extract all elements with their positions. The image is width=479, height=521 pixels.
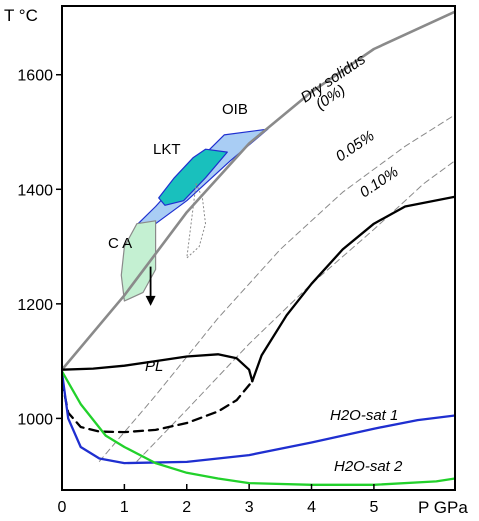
x-tick-label-2: 2 bbox=[182, 499, 191, 516]
series-line-5 bbox=[62, 380, 254, 434]
series-line-1 bbox=[98, 114, 455, 462]
series-line-4 bbox=[251, 195, 455, 383]
x-tick-label-1: 1 bbox=[120, 499, 129, 516]
series-line-7 bbox=[62, 370, 455, 486]
arrow-head bbox=[145, 295, 156, 306]
y-tick-label-1000: 1000 bbox=[17, 411, 53, 428]
y-axis-title: T °C bbox=[4, 6, 38, 25]
annotation-oib: OIB bbox=[222, 101, 248, 118]
series-line-6 bbox=[62, 371, 455, 465]
x-axis-title: P GPa bbox=[418, 498, 468, 517]
x-tick-label-4: 4 bbox=[307, 499, 316, 516]
annotation-0-05: 0.05% bbox=[333, 127, 378, 165]
annotation-0-10: 0.10% bbox=[357, 163, 402, 201]
series-line-2 bbox=[136, 160, 455, 462]
series-line-0 bbox=[62, 10, 455, 372]
plot-frame bbox=[61, 5, 456, 491]
chart-regions bbox=[120, 128, 269, 302]
chart-ticks: 0 1 2 3 4 5 1000 1200 1400 1600 bbox=[17, 68, 378, 516]
y-tick-label-1600: 1600 bbox=[17, 68, 53, 85]
chart-series bbox=[62, 10, 455, 486]
series-line-3 bbox=[62, 353, 254, 383]
annotation-pl: PL bbox=[145, 358, 163, 375]
region-lkt bbox=[158, 148, 228, 206]
chart-arrow bbox=[145, 266, 156, 306]
x-tick-label-5: 5 bbox=[369, 499, 378, 516]
y-tick-label-1200: 1200 bbox=[17, 297, 53, 314]
annotation-lkt: LKT bbox=[153, 141, 181, 158]
annotation-ca: C A bbox=[108, 235, 132, 252]
annotation-h2o-sat-2: H2O-sat 2 bbox=[334, 458, 403, 475]
x-tick-label-3: 3 bbox=[245, 499, 254, 516]
annotation-h2o-sat-1: H2O-sat 1 bbox=[330, 407, 398, 424]
x-tick-label-0: 0 bbox=[58, 499, 67, 516]
y-tick-label-1400: 1400 bbox=[17, 182, 53, 199]
region-ca bbox=[120, 220, 157, 302]
